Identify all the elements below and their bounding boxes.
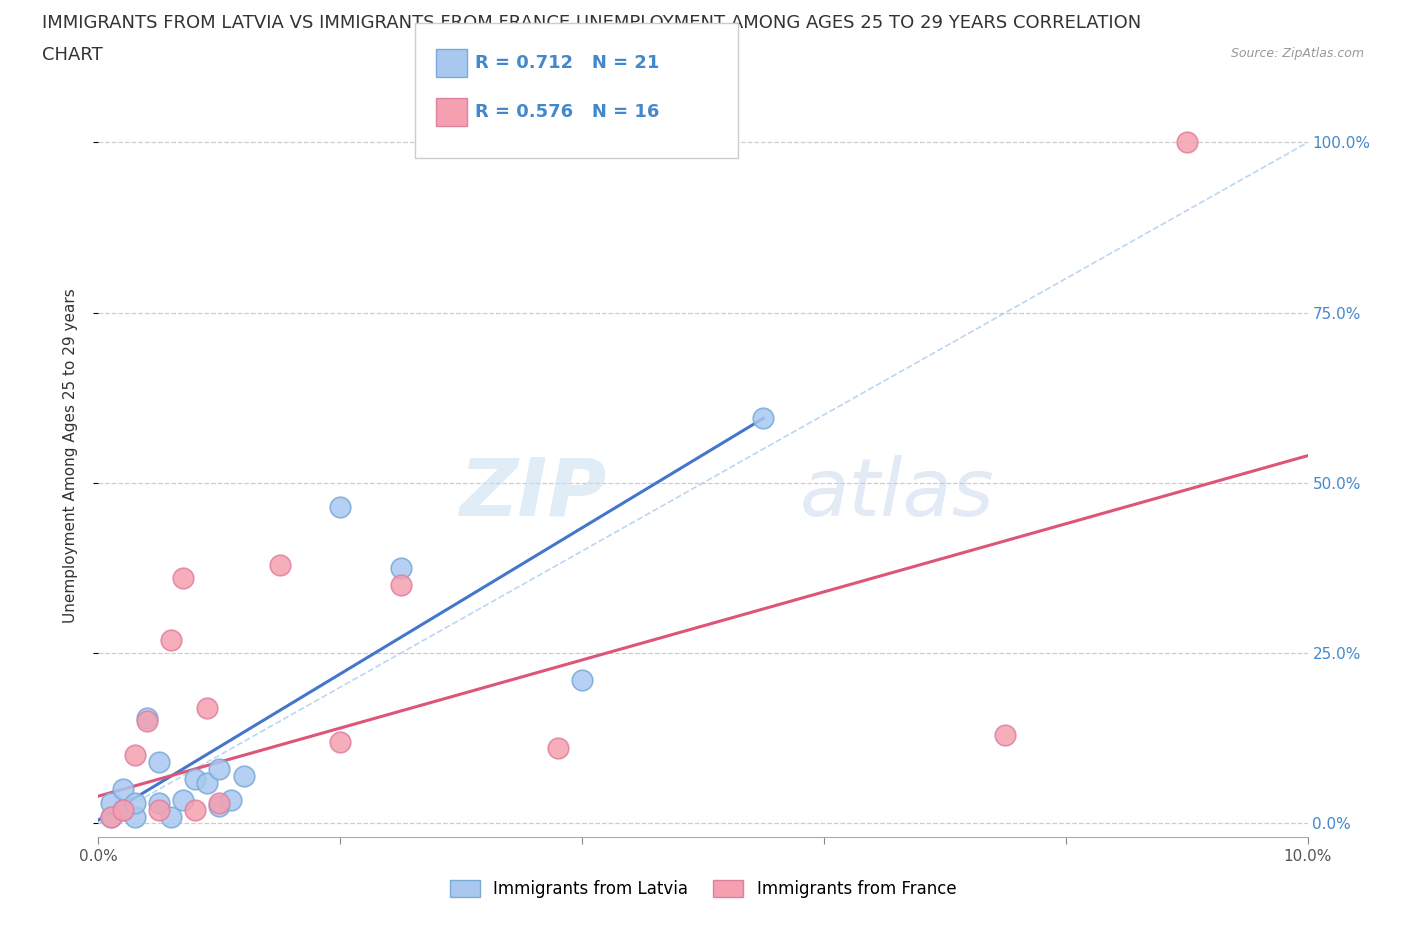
Point — [329, 499, 352, 514]
Point — [124, 748, 146, 763]
Point — [221, 792, 243, 807]
Point — [195, 700, 218, 715]
Text: CHART: CHART — [42, 46, 103, 64]
Point — [195, 775, 218, 790]
Text: atlas: atlas — [800, 455, 994, 533]
Point — [389, 561, 412, 576]
Point — [232, 768, 254, 783]
Point — [208, 795, 231, 810]
Point — [148, 754, 170, 769]
Point — [269, 557, 291, 572]
Point — [208, 799, 231, 814]
Point — [389, 578, 412, 592]
Text: IMMIGRANTS FROM LATVIA VS IMMIGRANTS FROM FRANCE UNEMPLOYMENT AMONG AGES 25 TO 2: IMMIGRANTS FROM LATVIA VS IMMIGRANTS FRO… — [42, 14, 1142, 32]
Point — [148, 795, 170, 810]
Point — [172, 792, 194, 807]
Point — [547, 741, 569, 756]
Point — [172, 571, 194, 586]
Point — [571, 673, 593, 688]
Point — [100, 809, 122, 824]
Point — [111, 803, 134, 817]
Point — [124, 795, 146, 810]
Point — [184, 803, 207, 817]
Point — [124, 809, 146, 824]
Point — [160, 809, 183, 824]
Text: R = 0.576   N = 16: R = 0.576 N = 16 — [475, 102, 659, 121]
Point — [111, 782, 134, 797]
Point — [994, 727, 1017, 742]
Text: Source: ZipAtlas.com: Source: ZipAtlas.com — [1230, 46, 1364, 60]
Point — [100, 809, 122, 824]
Point — [184, 772, 207, 787]
Point — [148, 803, 170, 817]
Point — [329, 735, 352, 750]
Point — [752, 411, 775, 426]
Point — [208, 762, 231, 777]
Point — [1175, 135, 1198, 150]
Y-axis label: Unemployment Among Ages 25 to 29 years: Unemployment Among Ages 25 to 29 years — [63, 288, 77, 623]
Point — [160, 632, 183, 647]
Text: R = 0.712   N = 21: R = 0.712 N = 21 — [475, 54, 659, 73]
Point — [135, 714, 157, 729]
Point — [100, 795, 122, 810]
Text: ZIP: ZIP — [458, 455, 606, 533]
Legend: Immigrants from Latvia, Immigrants from France: Immigrants from Latvia, Immigrants from … — [443, 873, 963, 905]
Point — [111, 803, 134, 817]
Point — [135, 711, 157, 725]
